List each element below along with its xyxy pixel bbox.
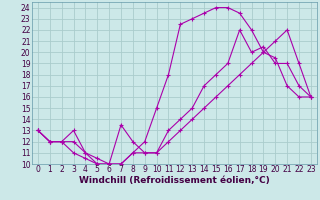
X-axis label: Windchill (Refroidissement éolien,°C): Windchill (Refroidissement éolien,°C) (79, 176, 270, 185)
